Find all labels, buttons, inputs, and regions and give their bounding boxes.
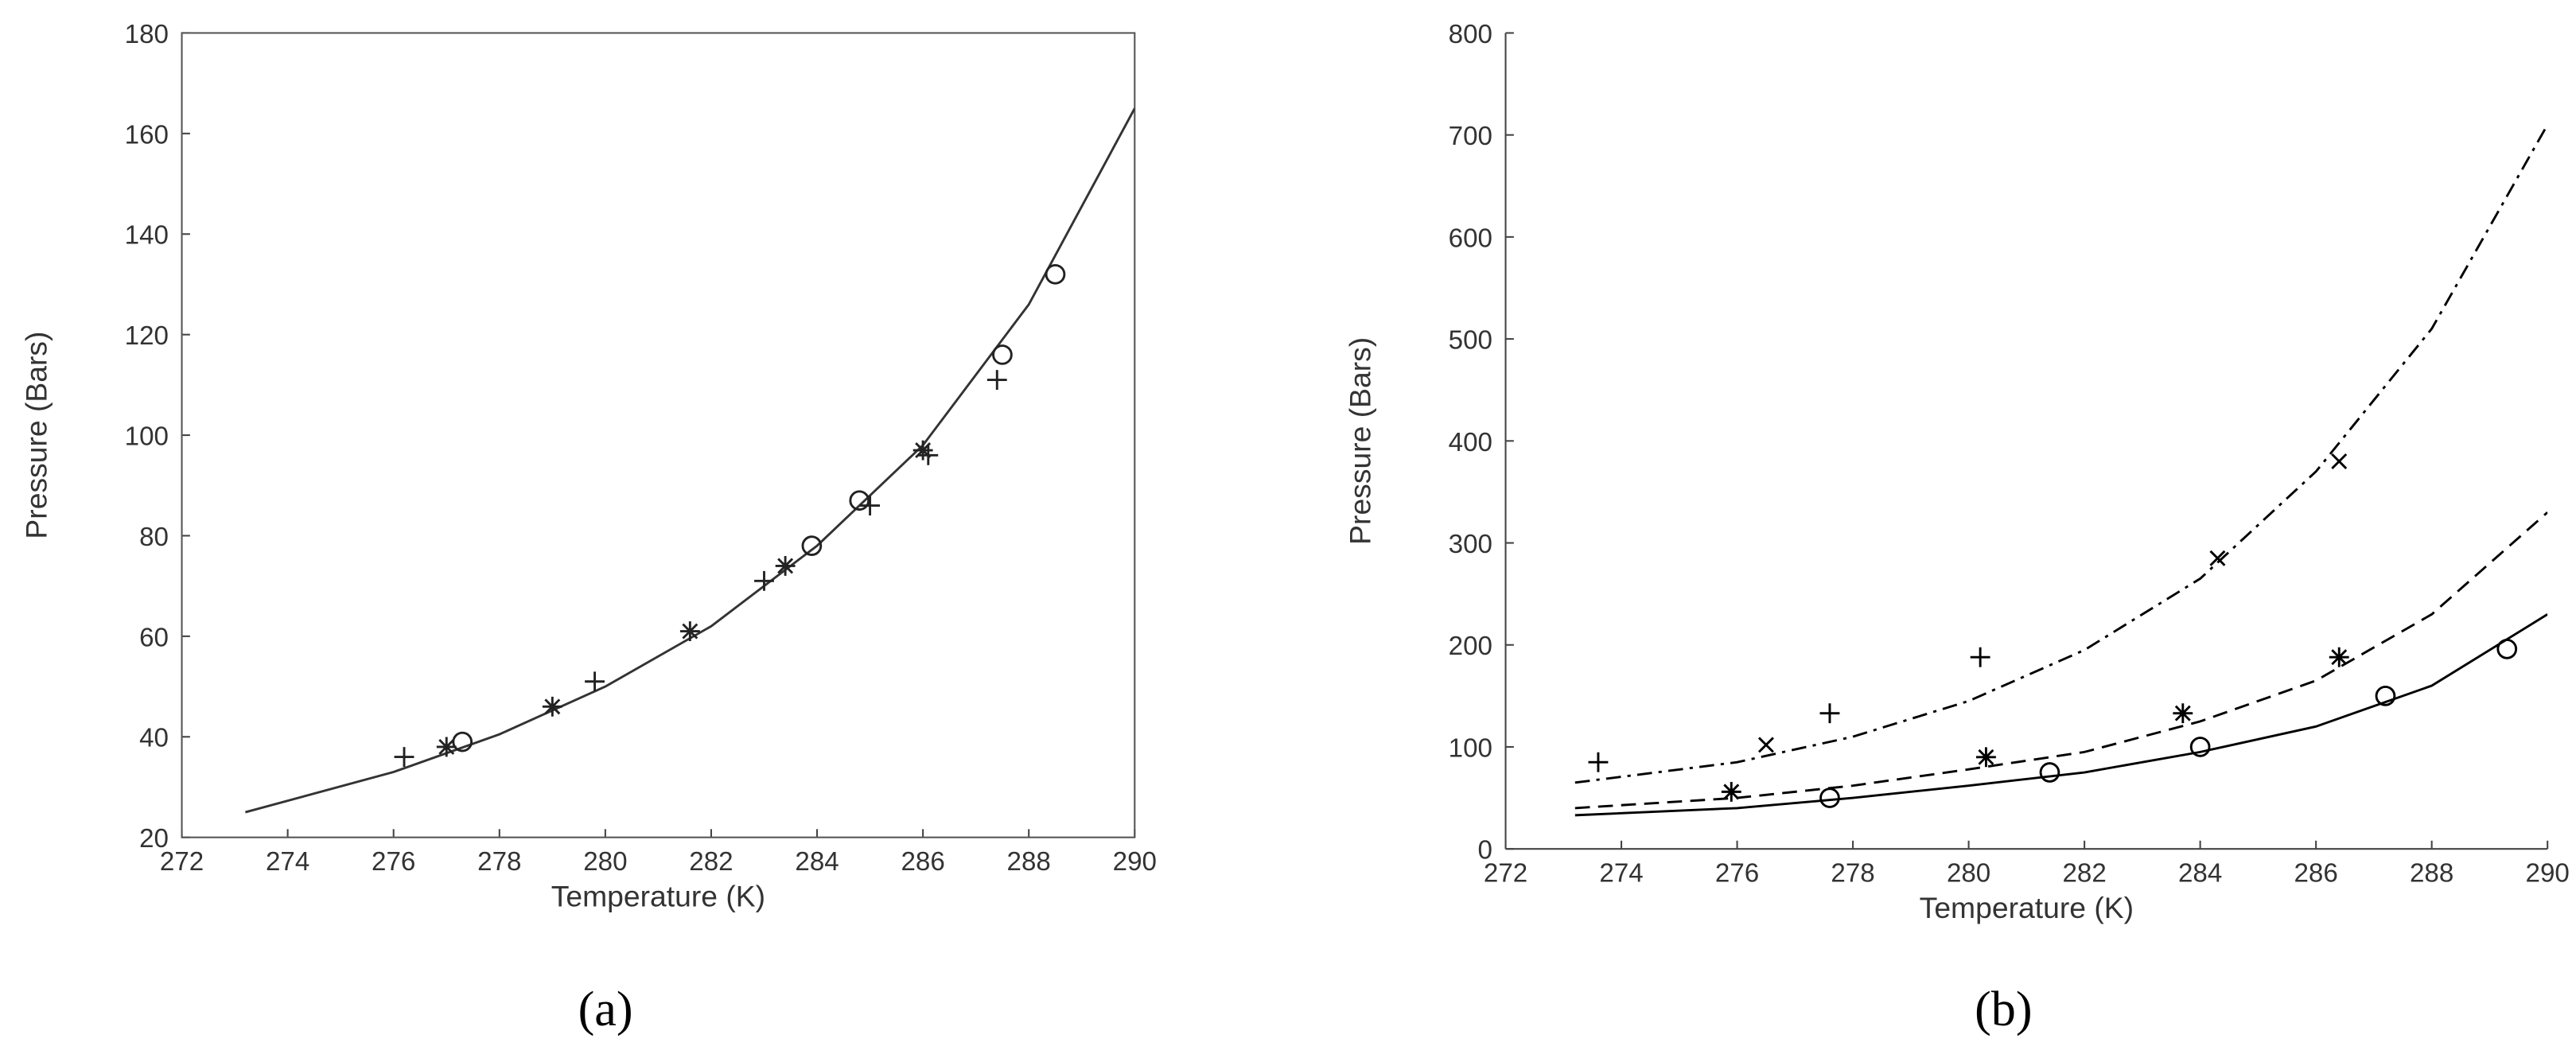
marker [849, 490, 870, 511]
marker [1819, 703, 1840, 724]
chart: 272 274 276 278 280 282 284 286 288 290 20 40 60 80 10… [20, 20, 1157, 1036]
marker [1588, 752, 1609, 772]
plot-frame [181, 32, 1136, 838]
x-axis-label: Temperature (K) [1920, 891, 2134, 924]
marker [2209, 550, 2226, 566]
marker [1975, 747, 1996, 768]
marker [1045, 263, 1066, 285]
x-axis-label: Temperature (K) [551, 880, 765, 913]
y-tick-label: 0 [1478, 836, 1492, 865]
marker [2375, 686, 2396, 706]
marker [2331, 453, 2348, 469]
x-tick-label: 278 [1831, 859, 1874, 889]
x-tick-label: 290 [2526, 859, 2570, 889]
x-tick-label: 280 [583, 847, 627, 877]
marker [2173, 703, 2193, 724]
y-tick-label: 100 [1449, 733, 1492, 763]
y-tick-label: 400 [1449, 428, 1492, 457]
x-tick-label: 288 [2410, 859, 2453, 889]
x-tick-label: 280 [1947, 859, 1990, 889]
y-tick-label: 60 [139, 623, 169, 652]
marker [452, 731, 473, 752]
y-tick-label: 100 [125, 422, 169, 451]
y-axis-label: Pressure (Bars) [1344, 337, 1377, 545]
y-tick-label: 140 [125, 221, 169, 251]
x-tick-label: 284 [795, 847, 839, 877]
x-tick-label: 284 [2178, 859, 2222, 889]
x-tick-label: 274 [266, 847, 309, 877]
marker [1757, 737, 1774, 753]
x-tick-label: 288 [1007, 847, 1051, 877]
y-tick-label: 300 [1449, 530, 1492, 559]
x-tick-label: 272 [160, 847, 204, 877]
marker [394, 747, 414, 767]
y-tick-label: 20 [139, 824, 169, 854]
x-tick-label: 274 [1599, 859, 1643, 889]
y-tick-label: 800 [1449, 20, 1492, 49]
chart: 272 274 276 278 280 282 284 286 288 290 0 100 200 300… [1344, 20, 2570, 1036]
y-tick-label: 600 [1449, 224, 1492, 253]
marker [1721, 781, 1741, 802]
y-tick-label: 700 [1449, 122, 1492, 151]
marker [986, 370, 1007, 390]
x-tick-label: 278 [477, 847, 521, 877]
curve [245, 107, 1135, 814]
x-tick-label: 282 [2062, 859, 2106, 889]
marker [860, 496, 881, 515]
marker [801, 535, 823, 556]
marker [2329, 647, 2349, 667]
marker [679, 621, 700, 641]
marker [775, 555, 796, 576]
y-tick-label: 40 [139, 724, 169, 753]
curve [1574, 124, 2548, 784]
x-tick-label: 290 [1113, 847, 1157, 877]
marker [1819, 788, 1840, 808]
marker [2496, 639, 2518, 659]
x-tick-label: 276 [1715, 859, 1759, 889]
marker [436, 737, 457, 757]
x-tick-label: 286 [901, 847, 944, 877]
x-tick-label: 272 [1484, 859, 1527, 889]
x-tick-label: 282 [689, 847, 733, 877]
y-tick-label: 80 [139, 523, 169, 552]
marker [542, 696, 562, 717]
marker [754, 570, 774, 591]
x-tick-label: 276 [372, 847, 415, 877]
y-tick-label: 180 [125, 20, 169, 49]
x-tick-label: 286 [2294, 859, 2337, 889]
marker [992, 344, 1013, 365]
y-axis-label: Pressure (Bars) [20, 332, 53, 539]
marker [1970, 647, 1990, 667]
marker [912, 440, 933, 461]
curve [1574, 511, 2548, 810]
marker [2039, 762, 2060, 783]
marker [2189, 737, 2211, 757]
caption: (b) [1975, 982, 2032, 1036]
y-tick-label: 160 [125, 120, 169, 150]
y-tick-label: 200 [1449, 632, 1492, 661]
y-tick-label: 120 [125, 321, 169, 351]
marker [585, 671, 605, 692]
y-tick-label: 500 [1449, 326, 1492, 356]
curve [1574, 613, 2548, 817]
caption: (a) [578, 982, 633, 1036]
